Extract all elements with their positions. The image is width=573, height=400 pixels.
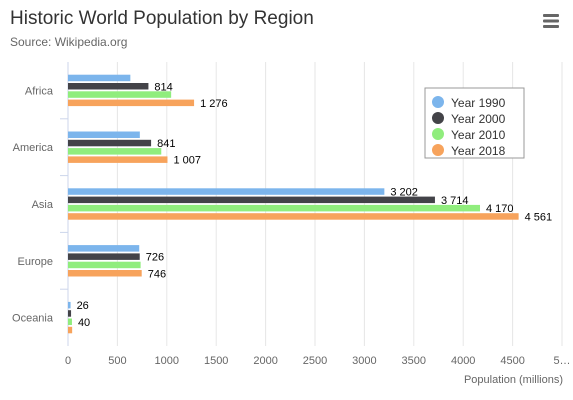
bar: [68, 301, 71, 309]
legend-label: Year 1990: [451, 96, 506, 110]
x-tick-label: 5…: [553, 355, 570, 367]
category-label: America: [13, 142, 54, 154]
bar: [68, 253, 140, 260]
x-axis-title: Population (millions): [464, 374, 563, 386]
bar: [68, 270, 142, 277]
category-label: Africa: [25, 85, 54, 97]
x-tick-label: 1000: [155, 355, 179, 367]
bar: [68, 91, 172, 98]
category-label: Asia: [32, 199, 54, 211]
bar: [68, 139, 152, 147]
data-label: 841: [157, 138, 175, 150]
legend-label: Year 2010: [451, 128, 506, 142]
data-label: 40: [78, 317, 90, 329]
bar: [68, 148, 162, 155]
data-label: 1 276: [200, 98, 228, 110]
category-label: Oceania: [12, 313, 54, 325]
x-tick-label: 0: [65, 355, 71, 367]
legend-item[interactable]: Year 2000: [432, 112, 506, 126]
data-label: 726: [146, 252, 164, 264]
legend-marker: [432, 144, 444, 156]
legend-marker: [432, 96, 444, 108]
bar: [68, 74, 131, 82]
legend-label: Year 2000: [451, 112, 506, 126]
data-label: 3 714: [441, 195, 469, 207]
legend-item[interactable]: Year 2010: [432, 128, 506, 142]
bar: [68, 326, 73, 334]
data-label: 3 202: [390, 187, 418, 199]
x-tick-label: 2000: [253, 355, 277, 367]
bar: [68, 156, 168, 163]
data-label: 1 007: [173, 155, 201, 167]
legend-marker: [432, 128, 444, 140]
x-tick-label: 3500: [402, 355, 426, 367]
x-axis-ticks: 0 500 1000 1500 2000 2500 3000 3500 4000 4500 5…: [65, 355, 571, 367]
x-tick-label: 4000: [451, 355, 475, 367]
x-tick-label: 500: [108, 355, 126, 367]
bar: [68, 213, 519, 220]
category-label: Europe: [18, 256, 53, 268]
grid-lines: [67, 62, 563, 346]
bars: [68, 74, 519, 334]
data-label: 26: [77, 300, 89, 312]
data-label: 4 170: [486, 203, 514, 215]
chart-title: Historic World Population by Region: [10, 8, 314, 29]
chart-subtitle: Source: Wikipedia.org: [10, 35, 127, 49]
x-tick-label: 3000: [352, 355, 376, 367]
bar: [68, 83, 149, 90]
data-labels: 814 1 276 841 1 007 3 202 3 714 4 170 4 561 726 7…: [77, 81, 553, 329]
data-label: 814: [154, 81, 172, 93]
bar: [68, 204, 480, 212]
bar: [68, 245, 140, 252]
chart-menu-button[interactable]: [537, 8, 563, 32]
legend-item[interactable]: Year 1990: [432, 96, 506, 110]
bar: [68, 99, 195, 107]
x-tick-label: 2500: [303, 355, 327, 367]
bar: [68, 318, 72, 325]
bar: [68, 131, 140, 138]
bar: [68, 188, 385, 195]
bar: [68, 196, 435, 204]
bar: [68, 310, 72, 317]
legend-marker: [432, 112, 444, 124]
data-label: 746: [148, 268, 166, 280]
legend-label: Year 2018: [451, 144, 506, 158]
legend: Year 1990 Year 2000 Year 2010 Year 2018: [424, 87, 525, 159]
data-label: 4 561: [525, 211, 553, 223]
x-tick-label: 4500: [500, 355, 524, 367]
category-axis: Africa America Asia Europe Oceania: [12, 62, 69, 346]
legend-item[interactable]: Year 2018: [432, 144, 506, 158]
hamburger-menu-icon: [543, 14, 559, 28]
bar: [68, 261, 141, 269]
x-tick-label: 1500: [204, 355, 228, 367]
